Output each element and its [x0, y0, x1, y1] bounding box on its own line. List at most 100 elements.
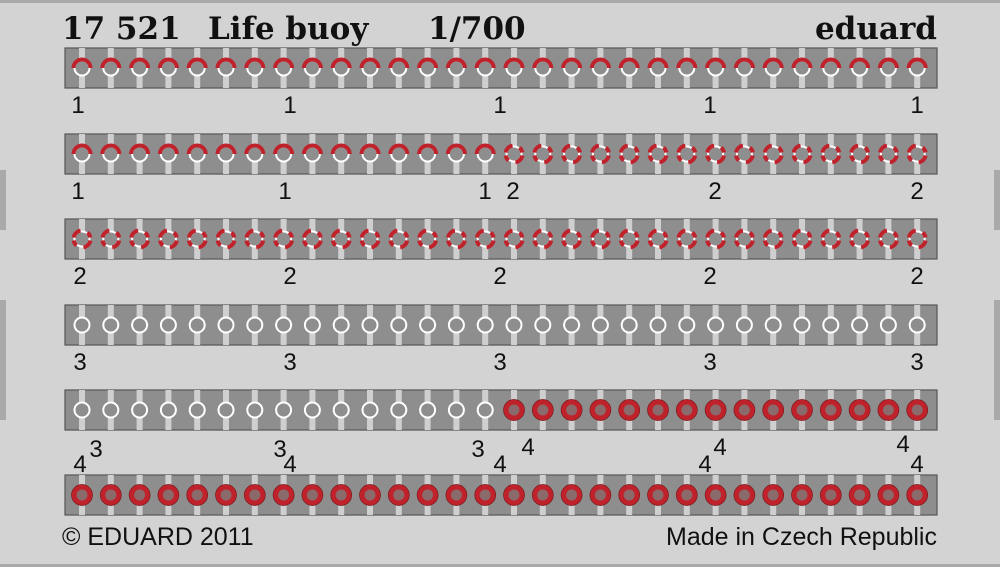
part-number-label: 4	[521, 434, 534, 461]
life-buoy-type-4	[387, 484, 410, 506]
life-buoy-type-2	[849, 228, 870, 250]
life-buoy-type-1	[849, 57, 871, 77]
life-buoy-type-2	[647, 228, 669, 250]
life-buoy-type-1	[244, 143, 266, 163]
fret-edge	[0, 564, 1000, 567]
life-buoy-type-4	[272, 484, 295, 506]
life-buoy-type-4	[128, 484, 151, 506]
strip-row-2	[64, 133, 938, 175]
product-scale: 1/700	[428, 11, 526, 47]
life-buoy-type-2	[359, 228, 381, 250]
life-buoy-type-3	[73, 401, 91, 419]
life-buoy-type-4	[762, 399, 785, 421]
life-buoy-type-1	[129, 57, 151, 77]
life-buoy-type-3	[390, 316, 408, 334]
life-buoy-type-2	[590, 143, 611, 165]
life-buoy-type-4	[618, 484, 641, 506]
fret-edge	[0, 300, 6, 420]
fret-edge	[994, 170, 1000, 230]
life-buoy-type-2	[878, 143, 899, 165]
life-buoy-type-1	[186, 143, 208, 163]
life-buoy-type-3	[102, 316, 120, 334]
life-buoy-type-1	[215, 57, 237, 77]
life-buoy-type-2	[503, 228, 525, 250]
life-buoy-type-1	[589, 57, 611, 77]
part-number-label: 2	[910, 178, 923, 205]
strip-row-1	[64, 47, 938, 89]
life-buoy-type-2	[705, 228, 726, 250]
life-buoy-type-3	[678, 316, 696, 334]
life-buoy-type-2	[618, 143, 640, 165]
life-buoy-type-4	[71, 484, 93, 506]
life-buoy-type-1	[330, 143, 352, 163]
part-number-label: 3	[471, 436, 484, 463]
part-number-label: 3	[283, 349, 296, 376]
strip	[64, 304, 938, 346]
part-number-label: 3	[910, 349, 923, 376]
life-buoy-type-1	[877, 57, 899, 77]
part-number-label: 2	[283, 263, 296, 290]
life-buoy-type-4	[330, 484, 353, 506]
part-number-label: 4	[896, 431, 909, 458]
life-buoy-type-3	[419, 316, 437, 334]
life-buoy-type-1	[71, 143, 93, 163]
part-number-label: 3	[89, 436, 102, 463]
life-buoy-type-2	[820, 228, 842, 250]
life-buoy-type-3	[159, 316, 177, 334]
life-buoy-type-3	[159, 401, 177, 419]
life-buoy-type-2	[532, 143, 554, 165]
life-buoy-type-1	[445, 143, 467, 163]
life-buoy-type-1	[186, 57, 208, 77]
life-buoy-type-3	[131, 316, 149, 334]
life-buoy-type-4	[877, 484, 900, 506]
copyright: © EDUARD 2011	[62, 523, 254, 551]
life-buoy-type-4	[445, 484, 468, 506]
part-number-label: 4	[73, 451, 86, 478]
life-buoy-type-2	[532, 228, 554, 250]
life-buoy-type-2	[215, 228, 237, 250]
part-number-label: 1	[478, 178, 491, 205]
life-buoy-type-3	[707, 316, 725, 334]
origin-text: Made in Czech Republic	[666, 523, 937, 551]
life-buoy-type-3	[217, 316, 235, 334]
life-buoy-type-1	[301, 143, 323, 163]
life-buoy-type-3	[879, 316, 897, 334]
life-buoy-type-2	[647, 143, 669, 165]
fret-edge	[0, 0, 1000, 3]
life-buoy-type-2	[302, 228, 323, 250]
fret-edge	[0, 170, 6, 230]
life-buoy-type-1	[417, 143, 439, 163]
life-buoy-type-4	[733, 399, 756, 421]
life-buoy-type-2	[388, 228, 410, 250]
life-buoy-type-2	[676, 228, 698, 250]
life-buoy-type-2	[446, 228, 467, 250]
life-buoy-type-1	[762, 57, 784, 77]
life-buoy-type-4	[301, 484, 324, 506]
life-buoy-type-1	[388, 143, 410, 163]
life-buoy-type-1	[100, 143, 122, 163]
life-buoy-type-1	[129, 143, 151, 163]
life-buoy-type-2	[906, 228, 928, 250]
part-number-label: 2	[708, 178, 721, 205]
life-buoy-type-4	[704, 399, 727, 421]
life-buoy-type-4	[157, 484, 180, 506]
life-buoy-type-4	[589, 484, 612, 506]
life-buoy-type-4	[906, 484, 929, 506]
life-buoy-type-4	[675, 399, 698, 421]
life-buoy-type-2	[561, 228, 582, 250]
life-buoy-type-1	[906, 57, 928, 77]
life-buoy-type-1	[676, 57, 698, 77]
part-number-label: 2	[73, 263, 86, 290]
life-buoy-type-2	[330, 228, 352, 250]
life-buoy-type-4	[186, 484, 209, 506]
life-buoy-type-4	[848, 399, 871, 421]
life-buoy-type-1	[215, 143, 237, 163]
life-buoy-type-2	[590, 228, 611, 250]
life-buoy-type-3	[476, 401, 494, 419]
life-buoy-type-3	[390, 401, 408, 419]
life-buoy-type-3	[131, 401, 149, 419]
life-buoy-type-3	[822, 316, 840, 334]
life-buoy-type-4	[848, 484, 871, 506]
